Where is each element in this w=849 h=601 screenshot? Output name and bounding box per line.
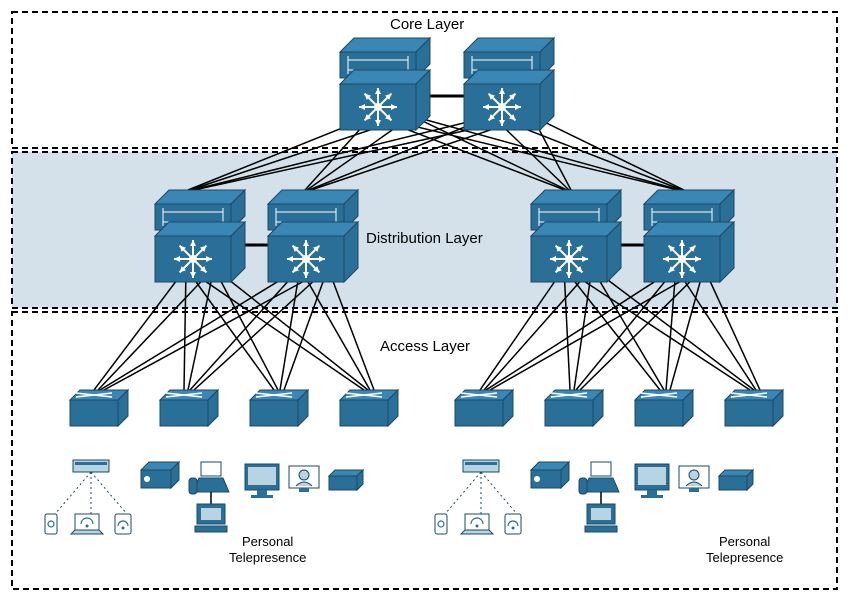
distribution-layer-label: Distribution Layer (366, 230, 483, 247)
appliance-box-icon (329, 470, 363, 490)
dist-switch-2 (531, 190, 621, 282)
network-diagram: Core Layer Distribution Layer Access Lay… (10, 10, 839, 591)
core-switch-1 (464, 38, 554, 130)
telepresence-icon (679, 466, 709, 492)
access-layer-label: Access Layer (380, 338, 470, 355)
dist-switch-3 (644, 190, 734, 282)
access-switch-1 (160, 390, 218, 426)
core-switch-0 (340, 38, 430, 130)
access-switch-2 (250, 390, 308, 426)
dist-switch-1 (268, 190, 358, 282)
dist-switch-0 (155, 190, 245, 282)
access-switch-6 (635, 390, 693, 426)
access-switch-5 (545, 390, 603, 426)
server-icon (531, 462, 569, 488)
core-layer-label: Core Layer (390, 16, 464, 33)
telepresence-label-left: PersonalTelepresence (229, 534, 306, 565)
diagram-svg (10, 10, 839, 591)
access-switch-7 (725, 390, 783, 426)
access-switch-0 (70, 390, 128, 426)
telepresence-icon (289, 466, 319, 492)
telepresence-label-right: PersonalTelepresence (706, 534, 783, 565)
appliance-box-icon (719, 470, 753, 490)
access-switch-4 (455, 390, 513, 426)
server-icon (141, 462, 179, 488)
access-switch-3 (340, 390, 398, 426)
